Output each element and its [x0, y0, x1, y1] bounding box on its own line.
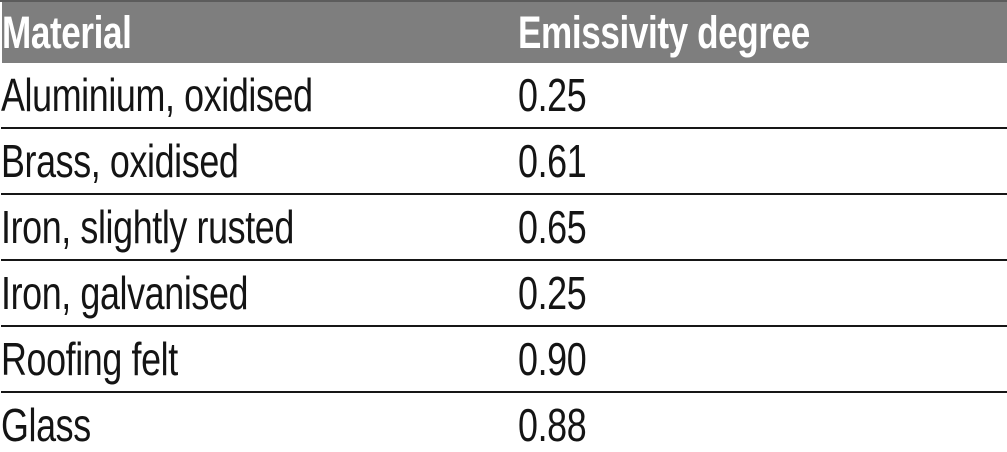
column-header-material-label: Material: [2, 6, 132, 58]
table-row: Aluminium, oxidised 0.25: [1, 63, 1007, 128]
emissivity-value: 0.61: [518, 135, 587, 187]
table-header-row: Material Emissivity degree: [0, 0, 1007, 63]
emissivity-value: 0.88: [518, 399, 587, 451]
emissivity-cell: 0.90: [518, 325, 1007, 392]
emissivity-cell: 0.25: [518, 259, 1007, 326]
material-value: Brass, oxidised: [1, 135, 239, 187]
material-cell: Iron, galvanised: [1, 259, 518, 326]
material-value: Iron, slightly rusted: [1, 201, 294, 253]
emissivity-cell: 0.88: [518, 391, 1007, 452]
column-header-emissivity: Emissivity degree: [518, 0, 1007, 63]
material-value: Roofing felt: [1, 333, 178, 385]
emissivity-value: 0.25: [518, 267, 587, 319]
emissivity-value: 0.65: [518, 201, 587, 253]
material-value: Iron, galvanised: [1, 267, 249, 319]
material-value: Aluminium, oxidised: [1, 69, 313, 121]
emissivity-value: 0.90: [518, 333, 587, 385]
table-row: Iron, slightly rusted 0.65: [1, 193, 1007, 260]
table-row: Iron, galvanised 0.25: [1, 259, 1007, 326]
material-cell: Roofing felt: [1, 325, 518, 392]
material-cell: Glass: [1, 391, 518, 452]
column-header-emissivity-label: Emissivity degree: [518, 6, 810, 58]
emissivity-cell: 0.61: [518, 127, 1007, 194]
table-row: Brass, oxidised 0.61: [1, 127, 1007, 194]
emissivity-cell: 0.65: [518, 193, 1007, 260]
emissivity-value: 0.25: [518, 69, 587, 121]
material-value: Glass: [1, 399, 91, 451]
material-cell: Iron, slightly rusted: [1, 193, 518, 260]
table-row: Roofing felt 0.90: [1, 325, 1007, 392]
column-header-material: Material: [0, 0, 518, 63]
material-cell: Aluminium, oxidised: [1, 63, 518, 128]
material-cell: Brass, oxidised: [1, 127, 518, 194]
emissivity-cell: 0.25: [518, 63, 1007, 128]
table-row: Glass 0.88: [1, 391, 1007, 452]
